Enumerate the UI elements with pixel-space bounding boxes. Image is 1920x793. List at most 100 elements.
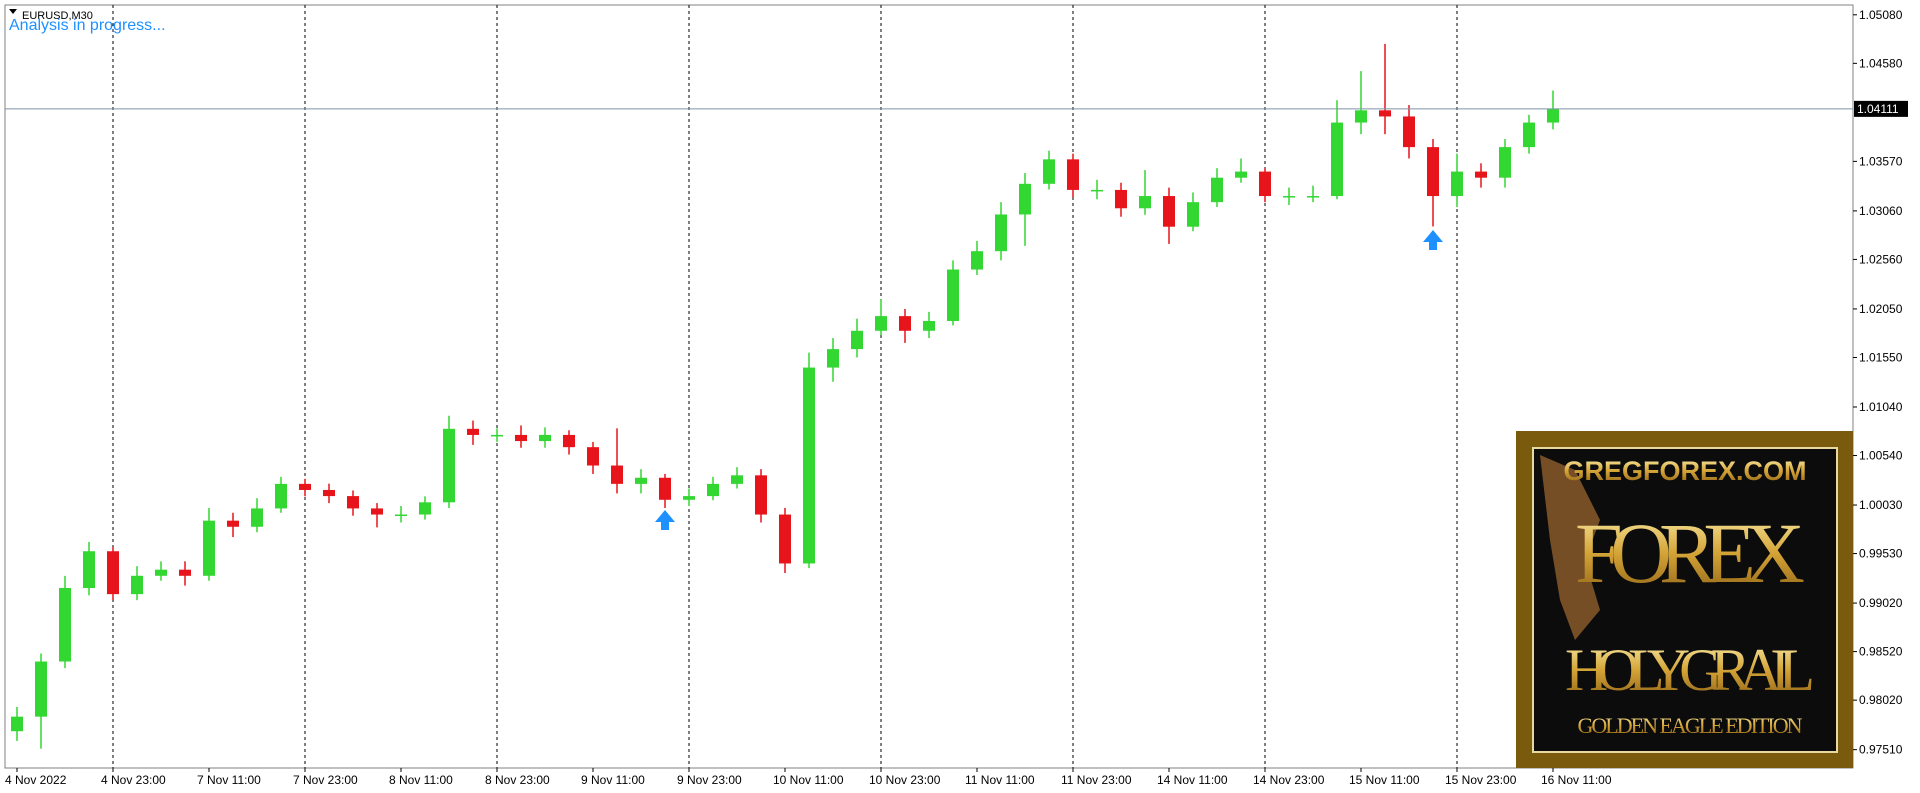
x-tick-label: 14 Nov 23:00 (1253, 773, 1325, 787)
x-tick-label: 14 Nov 11:00 (1157, 773, 1228, 787)
y-tick-label: 0.99020 (1859, 596, 1903, 610)
candle-body (1331, 122, 1343, 197)
candle-body (1547, 108, 1559, 123)
candle-body (227, 520, 239, 527)
candle-body (1211, 177, 1223, 203)
candle-body (1379, 110, 1391, 117)
x-tick-label: 4 Nov 23:00 (101, 773, 166, 787)
x-tick-label: 8 Nov 23:00 (485, 773, 550, 787)
candle-body (467, 428, 479, 435)
chart-subtitle: Analysis in progress... (9, 17, 166, 34)
y-tick-label: 0.98020 (1859, 693, 1903, 707)
price-label: 1.04111 (1857, 102, 1899, 116)
candle-body (347, 496, 359, 509)
candle-body (755, 475, 767, 515)
candle-body (899, 316, 911, 331)
candle-body (1067, 159, 1079, 190)
candle-body (1307, 196, 1319, 198)
x-tick-label: 11 Nov 11:00 (965, 773, 1035, 787)
x-tick-label: 8 Nov 11:00 (389, 773, 453, 787)
candle-body (1043, 159, 1055, 184)
candle-body (707, 483, 719, 497)
y-tick-label: 0.98520 (1859, 645, 1903, 659)
x-tick-label: 7 Nov 11:00 (197, 773, 261, 787)
y-tick-label: 0.97510 (1859, 743, 1903, 757)
y-tick-label: 1.03570 (1859, 154, 1903, 168)
x-tick-label: 11 Nov 23:00 (1061, 773, 1132, 787)
y-tick-label: 1.05080 (1859, 8, 1903, 22)
candle-body (107, 551, 119, 595)
candle-body (371, 508, 383, 515)
candle-body (875, 316, 887, 331)
candle-body (923, 320, 935, 331)
y-tick-label: 1.04580 (1859, 56, 1903, 70)
candle-body (515, 434, 527, 442)
candle-body (11, 716, 23, 732)
candle-body (1475, 171, 1487, 178)
banner-site: GREGFOREX.COM (1563, 456, 1806, 486)
candle-body (1283, 196, 1295, 198)
candle-body (1451, 171, 1463, 197)
x-tick-label: 15 Nov 11:00 (1349, 773, 1420, 787)
price-label-box (1854, 100, 1908, 117)
x-tick-label: 15 Nov 23:00 (1445, 773, 1517, 787)
candle-body (611, 465, 623, 484)
candle-body (35, 661, 47, 717)
candle-body (131, 575, 143, 595)
candle-body (1187, 202, 1199, 227)
buy-arrow (655, 510, 675, 530)
y-tick-label: 1.02050 (1859, 302, 1903, 316)
buy-arrow (1423, 230, 1443, 250)
candle-body (1403, 116, 1415, 148)
banner-subtitle: HOLY GRAIL (1565, 637, 1815, 703)
candle-body (1499, 147, 1511, 178)
candle-body (251, 508, 263, 527)
candle-body (323, 489, 335, 497)
candle-body (635, 477, 647, 484)
candle-body (299, 483, 311, 490)
y-tick-label: 1.01040 (1859, 400, 1903, 414)
y-tick-label: 1.03060 (1859, 204, 1903, 218)
x-tick-label: 4 Nov 2022 (5, 773, 67, 787)
candle-body (443, 428, 455, 503)
candle-body (1091, 189, 1103, 192)
candle-body (659, 477, 671, 500)
candle-body (179, 569, 191, 576)
x-tick-label: 10 Nov 11:00 (773, 773, 844, 787)
banner: GREGFOREX.COM FOREX HOLY GRAIL GOLDEN EA… (1516, 431, 1853, 768)
candle-body (803, 367, 815, 564)
candle-body (851, 330, 863, 350)
candle-body (971, 251, 983, 270)
candle-body (1427, 147, 1439, 197)
x-tick-label: 10 Nov 23:00 (869, 773, 941, 787)
candle-body (155, 569, 167, 576)
candle-body (1259, 171, 1271, 197)
candle-body (203, 520, 215, 576)
y-tick-label: 1.00540 (1859, 449, 1903, 463)
candle-body (1139, 196, 1151, 209)
y-tick-label: 1.00030 (1859, 498, 1903, 512)
candle-body (827, 349, 839, 368)
candle-body (683, 496, 695, 500)
candle-body (491, 434, 503, 437)
chart-title: EURUSD,M30 (22, 10, 93, 22)
y-tick-label: 0.99530 (1859, 547, 1903, 561)
candle-body (1235, 171, 1247, 178)
candle-body (395, 514, 407, 517)
candle-body (731, 475, 743, 484)
candle-body (779, 514, 791, 564)
chart-layer: 1.05080 1.04580 1.03570 1.03060 1.02560 1.020… (5, 5, 1908, 787)
y-tick-label: 1.02560 (1859, 252, 1903, 266)
candle-body (1523, 122, 1535, 148)
candle-body (539, 434, 551, 442)
eagle (1540, 455, 1600, 640)
x-tick-label: 7 Nov 23:00 (293, 773, 358, 787)
candle-body (995, 214, 1007, 252)
candle-body (947, 269, 959, 321)
candle-body (1163, 196, 1175, 227)
candle-body (587, 447, 599, 466)
menu-triangle (9, 9, 17, 14)
candle-body (563, 434, 575, 448)
